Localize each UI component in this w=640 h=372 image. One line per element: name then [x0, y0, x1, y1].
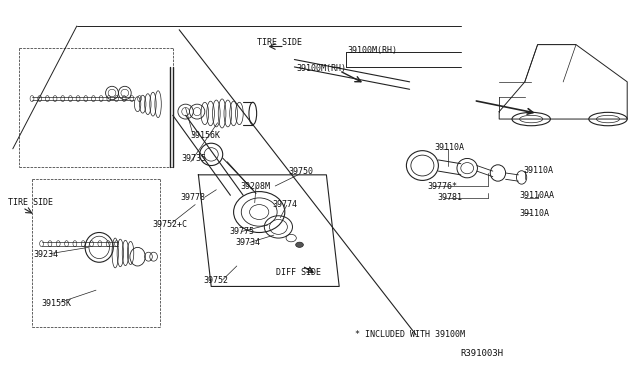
Text: 39208M: 39208M [240, 182, 270, 191]
Text: 39110A: 39110A [520, 209, 550, 218]
Ellipse shape [296, 242, 303, 247]
Text: 39750: 39750 [288, 167, 313, 176]
Text: 39110A: 39110A [434, 142, 464, 151]
Text: 39100M(RH): 39100M(RH) [348, 46, 397, 55]
Text: TIRE SIDE: TIRE SIDE [257, 38, 302, 46]
Text: 39156K: 39156K [191, 131, 221, 140]
Text: 39100M(RH): 39100M(RH) [296, 64, 346, 73]
Text: 39155K: 39155K [42, 299, 72, 308]
Text: TIRE SIDE: TIRE SIDE [8, 198, 52, 206]
Text: R391003H: R391003H [461, 349, 504, 358]
Text: 39778: 39778 [180, 193, 205, 202]
Text: 39734: 39734 [236, 238, 260, 247]
Text: 39110AA: 39110AA [520, 191, 555, 200]
Text: 39735: 39735 [182, 154, 207, 163]
Text: 39752+C: 39752+C [152, 220, 188, 229]
Text: 39234: 39234 [33, 250, 58, 259]
Text: 39752: 39752 [204, 276, 228, 285]
Text: 39774: 39774 [272, 200, 297, 209]
Text: 39775: 39775 [229, 227, 254, 235]
Text: 39110A: 39110A [524, 166, 554, 175]
Text: DIFF SIDE: DIFF SIDE [276, 267, 321, 276]
Text: 39781: 39781 [437, 193, 462, 202]
Text: * INCLUDED WITH 39100M: * INCLUDED WITH 39100M [355, 330, 465, 339]
Text: 39776*: 39776* [428, 182, 458, 191]
